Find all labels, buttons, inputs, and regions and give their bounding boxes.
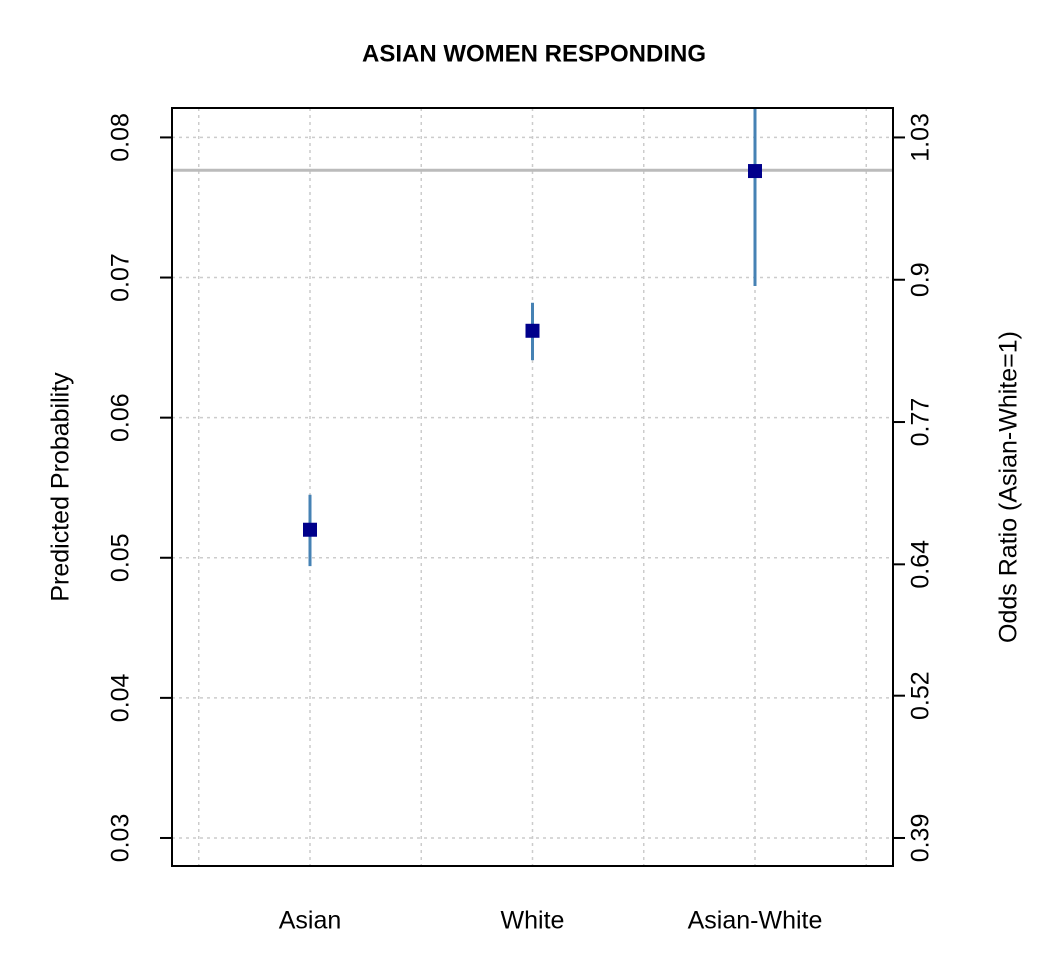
point [303, 522, 317, 537]
plot-frame [171, 107, 894, 867]
axes: 0.03 0.04 0.05 0.06 0.07 0.08 0.39 0.52 0.64 0.77… [107, 113, 935, 935]
y2-tick-label: 0.77 [907, 398, 935, 447]
y2-axis-label: Odds Ratio (Asian-White=1) [995, 331, 1023, 643]
point [748, 164, 762, 179]
chart-title: ASIAN WOMEN RESPONDING [362, 40, 706, 67]
y-axis-label: Predicted Probability [47, 372, 75, 602]
x-tick-label: Asian [279, 907, 342, 935]
point [525, 323, 540, 338]
y-tick-label: 0.03 [107, 814, 135, 863]
y2-tick-label: 0.39 [907, 814, 935, 863]
y2-tick-label: 0.9 [907, 262, 935, 297]
x-tick-label: Asian-White [688, 907, 823, 935]
y-tick-label: 0.06 [107, 393, 135, 442]
x-tick-label: White [501, 907, 565, 935]
y-tick-label: 0.07 [107, 253, 135, 302]
y-tick-label: 0.05 [107, 533, 135, 582]
y2-tick-label: 1.03 [907, 113, 935, 162]
y2-tick-label: 0.64 [907, 540, 935, 589]
y2-tick-label: 0.52 [907, 671, 935, 720]
y-tick-label: 0.08 [107, 113, 135, 162]
grid [172, 108, 893, 866]
y-tick-label: 0.04 [107, 673, 135, 722]
plot [172, 108, 893, 567]
